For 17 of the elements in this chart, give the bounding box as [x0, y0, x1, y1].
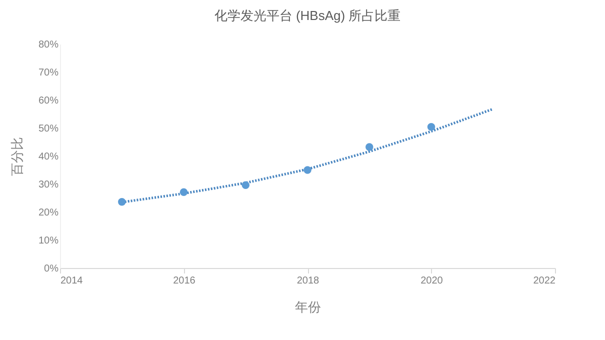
y-tick-label: 20%: [38, 208, 59, 218]
y-tick-label: 80%: [38, 40, 59, 50]
y-axis-title: 百分比: [9, 137, 24, 176]
x-tick-label: 2016: [173, 276, 196, 286]
x-axis-title: 年份: [295, 300, 321, 314]
x-tick-label: 2022: [533, 276, 556, 286]
y-tick-label: 70%: [38, 68, 59, 78]
y-tick-label: 30%: [38, 180, 59, 190]
chart-title: 化学发光平台 (HBsAg) 所占比重: [214, 8, 401, 23]
y-tick-label: 0%: [44, 264, 59, 274]
x-tick-label: 2020: [420, 276, 444, 286]
y-tick-label: 10%: [38, 236, 59, 246]
y-tick-label: 60%: [38, 96, 59, 106]
x-tick-label: 2014: [60, 276, 84, 286]
y-tick-label: 50%: [38, 124, 59, 134]
y-tick-label: 40%: [38, 152, 59, 162]
x-tick-label: 2018: [296, 276, 320, 286]
